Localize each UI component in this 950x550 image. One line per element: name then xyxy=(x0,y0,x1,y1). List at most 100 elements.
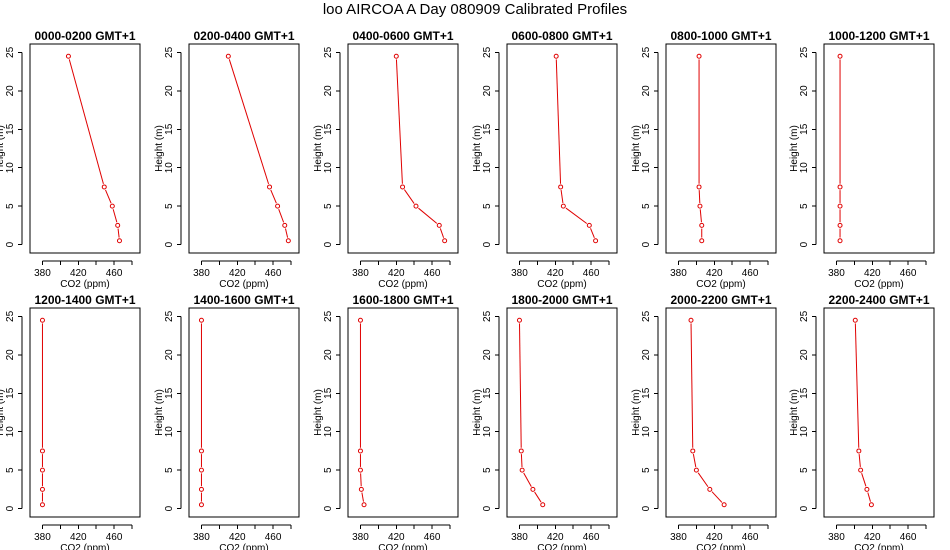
y-tick-label: 20 xyxy=(323,349,334,361)
x-axis-label: CO2 (ppm) xyxy=(854,543,903,550)
y-tick-label: 20 xyxy=(641,349,652,361)
y-tick-label: 10 xyxy=(799,426,810,438)
series-line xyxy=(697,472,709,488)
series-line xyxy=(278,208,285,223)
data-point xyxy=(109,203,115,209)
y-axis-label: Height (m) xyxy=(472,125,483,172)
y-axis-label: Height (m) xyxy=(631,125,642,172)
data-point xyxy=(560,203,566,209)
data-point xyxy=(198,467,204,473)
series-line xyxy=(68,59,104,184)
y-tick-label: 10 xyxy=(5,426,16,438)
x-tick-label: 420 xyxy=(388,268,405,279)
panel-title: 1800-2000 GMT+1 xyxy=(511,293,612,307)
panel-title: 0800-1000 GMT+1 xyxy=(670,29,771,43)
y-tick-label: 0 xyxy=(641,505,652,511)
y-tick-label: 10 xyxy=(5,162,16,174)
y-tick-label: 5 xyxy=(799,203,810,209)
series-line xyxy=(690,323,694,448)
y-tick-label: 20 xyxy=(641,85,652,97)
series-line xyxy=(560,190,564,204)
data-point xyxy=(357,317,363,323)
plot-frame xyxy=(665,43,777,254)
x-axis-label: CO2 (ppm) xyxy=(696,279,745,290)
y-tick-label: 15 xyxy=(799,387,810,399)
y-tick-label: 25 xyxy=(164,310,175,322)
data-point xyxy=(39,317,45,323)
panel-title: 1600-1800 GMT+1 xyxy=(352,293,453,307)
x-tick-label: 380 xyxy=(511,532,528,543)
y-tick-label: 10 xyxy=(641,426,652,438)
y-tick-label: 5 xyxy=(641,203,652,209)
series-line xyxy=(858,454,861,468)
panel-title: 0400-0600 GMT+1 xyxy=(352,29,453,43)
x-tick-label: 420 xyxy=(70,532,87,543)
x-tick-label: 420 xyxy=(229,268,246,279)
data-point xyxy=(115,222,121,228)
y-tick-label: 5 xyxy=(164,467,175,473)
plot-frame xyxy=(347,43,459,254)
plot-frame xyxy=(29,43,141,254)
data-point xyxy=(540,502,546,508)
x-tick-label: 420 xyxy=(388,532,405,543)
x-axis-label: CO2 (ppm) xyxy=(854,279,903,290)
series-line xyxy=(534,491,542,503)
y-tick-label: 5 xyxy=(5,203,16,209)
data-point xyxy=(693,467,699,473)
y-tick-label: 5 xyxy=(641,467,652,473)
y-tick-label: 25 xyxy=(5,46,16,58)
data-point xyxy=(361,502,367,508)
y-tick-label: 5 xyxy=(5,467,16,473)
data-point xyxy=(690,448,696,454)
panel-title: 1000-1200 GMT+1 xyxy=(828,29,929,43)
x-axis-label: CO2 (ppm) xyxy=(378,279,427,290)
series-line xyxy=(523,472,532,487)
series-line xyxy=(565,207,588,224)
x-axis-label: CO2 (ppm) xyxy=(378,543,427,550)
data-point xyxy=(593,238,599,244)
y-tick-label: 25 xyxy=(5,310,16,322)
y-tick-label: 15 xyxy=(164,387,175,399)
y-tick-label: 20 xyxy=(799,85,810,97)
series-line xyxy=(711,491,723,503)
series-line xyxy=(112,209,118,223)
data-point xyxy=(357,467,363,473)
series-line xyxy=(418,207,438,224)
data-point xyxy=(530,486,536,492)
data-point xyxy=(586,222,592,228)
y-tick-label: 20 xyxy=(482,85,493,97)
y-tick-label: 15 xyxy=(323,123,334,135)
y-tick-label: 0 xyxy=(164,241,175,247)
series-line xyxy=(590,228,595,238)
series-line xyxy=(520,454,523,467)
x-tick-label: 380 xyxy=(670,532,687,543)
y-tick-label: 0 xyxy=(323,505,334,511)
x-axis-label: CO2 (ppm) xyxy=(537,543,586,550)
data-point xyxy=(225,53,231,59)
data-point xyxy=(39,448,45,454)
panel-title: 0000-0200 GMT+1 xyxy=(34,29,135,43)
plot-frame xyxy=(29,307,141,518)
x-tick-label: 380 xyxy=(670,268,687,279)
data-point xyxy=(413,203,419,209)
x-axis-label: CO2 (ppm) xyxy=(60,543,109,550)
data-point xyxy=(707,486,713,492)
plot-frame xyxy=(506,307,618,518)
series-line xyxy=(284,228,289,238)
y-tick-label: 15 xyxy=(164,123,175,135)
y-axis-label: Height (m) xyxy=(313,389,324,436)
data-point xyxy=(558,184,564,190)
series-line xyxy=(395,59,403,184)
x-tick-label: 380 xyxy=(193,268,210,279)
data-point xyxy=(400,184,406,190)
y-tick-label: 15 xyxy=(5,387,16,399)
x-tick-label: 380 xyxy=(511,268,528,279)
panel-title: 0600-0800 GMT+1 xyxy=(511,29,612,43)
series-line xyxy=(117,228,120,238)
plot-frame xyxy=(823,307,935,518)
x-tick-label: 380 xyxy=(193,532,210,543)
